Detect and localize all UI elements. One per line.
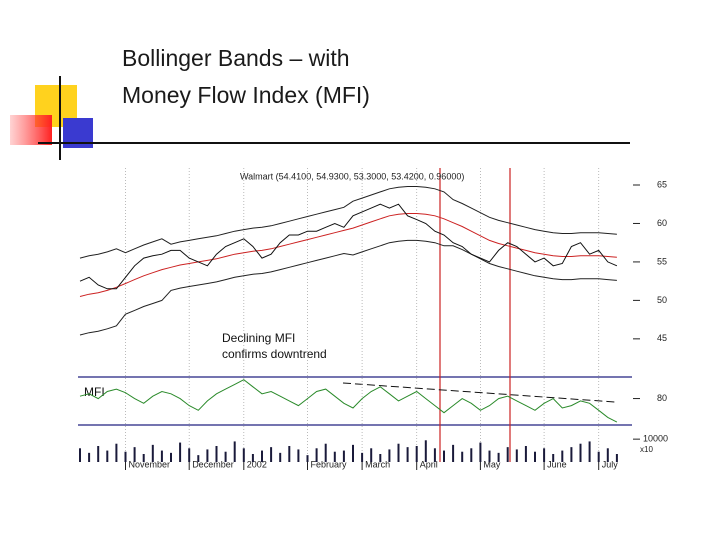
- volume-bar: [224, 451, 227, 462]
- y-tick-label: 55: [657, 256, 667, 266]
- y-tick-label: 45: [657, 333, 667, 343]
- volume-bar: [270, 447, 273, 462]
- volume-bar: [424, 440, 427, 462]
- volume-bar: [133, 447, 136, 462]
- unit-label: x10: [640, 445, 653, 454]
- series-line: [79, 239, 617, 336]
- volume-bar: [506, 447, 509, 462]
- x-tick-label: April: [420, 459, 438, 469]
- volume-bar: [470, 448, 473, 462]
- volume-bar: [197, 455, 200, 462]
- volume-bar: [552, 454, 555, 462]
- trend-line: [342, 382, 616, 403]
- deco-red: [10, 115, 52, 145]
- volume-bar: [588, 441, 591, 462]
- volume-bar: [88, 452, 91, 462]
- slide-title: Money Flow Index (MFI): [122, 82, 370, 108]
- volume-bar: [97, 446, 100, 462]
- volume-bar: [597, 451, 600, 462]
- volume-bar: [370, 448, 373, 462]
- volume-bar: [524, 446, 527, 462]
- volume-bar: [452, 444, 455, 462]
- mfi-label: MFI: [84, 385, 105, 399]
- volume-bar: [379, 454, 382, 462]
- y-tick-label: 10000: [643, 434, 668, 444]
- slide-title: Bollinger Bands – with: [122, 45, 350, 71]
- volume-bar: [297, 449, 300, 462]
- series-line: [79, 379, 618, 423]
- annotation: Declining MFI: [222, 331, 295, 345]
- x-tick-label: July: [602, 459, 619, 469]
- x-tick-label: November: [129, 459, 171, 469]
- volume-bar: [261, 450, 263, 462]
- volume-bar: [206, 449, 209, 462]
- volume-bar: [388, 449, 391, 462]
- volume-bar: [288, 446, 291, 462]
- volume-bar: [497, 452, 500, 462]
- volume-bar: [233, 441, 236, 462]
- volume-bar: [543, 448, 546, 462]
- volume-bar: [315, 448, 318, 462]
- volume-bar: [488, 450, 491, 462]
- volume-bar: [106, 450, 109, 462]
- volume-bar: [615, 454, 618, 462]
- volume-bar: [142, 454, 145, 462]
- volume-bar: [188, 448, 191, 462]
- panel-title: Walmart (54.4100, 54.9300, 53.3000, 53.4…: [240, 171, 464, 181]
- volume-bar: [352, 444, 354, 462]
- y-tick-label: 60: [657, 218, 667, 228]
- volume-bar: [461, 451, 464, 462]
- series-line: [79, 213, 617, 297]
- volume-bar: [333, 451, 336, 462]
- volume-bar: [179, 442, 182, 462]
- x-tick-label: December: [192, 459, 234, 469]
- volume-bar: [397, 443, 400, 462]
- volume-bar: [361, 452, 364, 462]
- volume-bar: [342, 450, 345, 462]
- volume-bar: [251, 454, 254, 462]
- volume-bar: [606, 448, 609, 462]
- volume-bar: [561, 450, 564, 462]
- volume-bar: [406, 447, 409, 462]
- y-tick-label: 65: [657, 179, 667, 189]
- volume-bar: [534, 451, 536, 462]
- volume-bar: [433, 448, 436, 462]
- x-tick-label: May: [483, 459, 501, 469]
- volume-bar: [160, 450, 163, 462]
- volume-bar: [115, 443, 118, 462]
- volume-bar: [306, 455, 309, 462]
- series-line: [79, 203, 618, 290]
- volume-bar: [124, 451, 127, 462]
- volume-bar: [415, 446, 418, 462]
- volume-bar: [279, 452, 282, 462]
- series-line: [79, 186, 617, 259]
- x-tick-label: February: [311, 459, 348, 469]
- x-tick-label: June: [547, 459, 567, 469]
- volume-bar: [515, 449, 518, 462]
- volume-bar: [570, 447, 573, 462]
- volume-bar: [79, 448, 81, 462]
- volume-bar: [170, 452, 172, 462]
- volume-bar: [151, 444, 154, 462]
- x-tick-label: March: [365, 459, 390, 469]
- volume-bar: [579, 443, 582, 462]
- y-tick-label: 80: [657, 393, 667, 403]
- annotation: confirms downtrend: [222, 347, 327, 361]
- y-tick-label: 50: [657, 295, 667, 305]
- volume-bar: [443, 450, 445, 462]
- volume-bar: [242, 448, 245, 462]
- volume-bar: [215, 446, 218, 462]
- volume-bar: [324, 443, 327, 462]
- volume-bar: [479, 442, 482, 462]
- x-tick-label: 2002: [247, 459, 267, 469]
